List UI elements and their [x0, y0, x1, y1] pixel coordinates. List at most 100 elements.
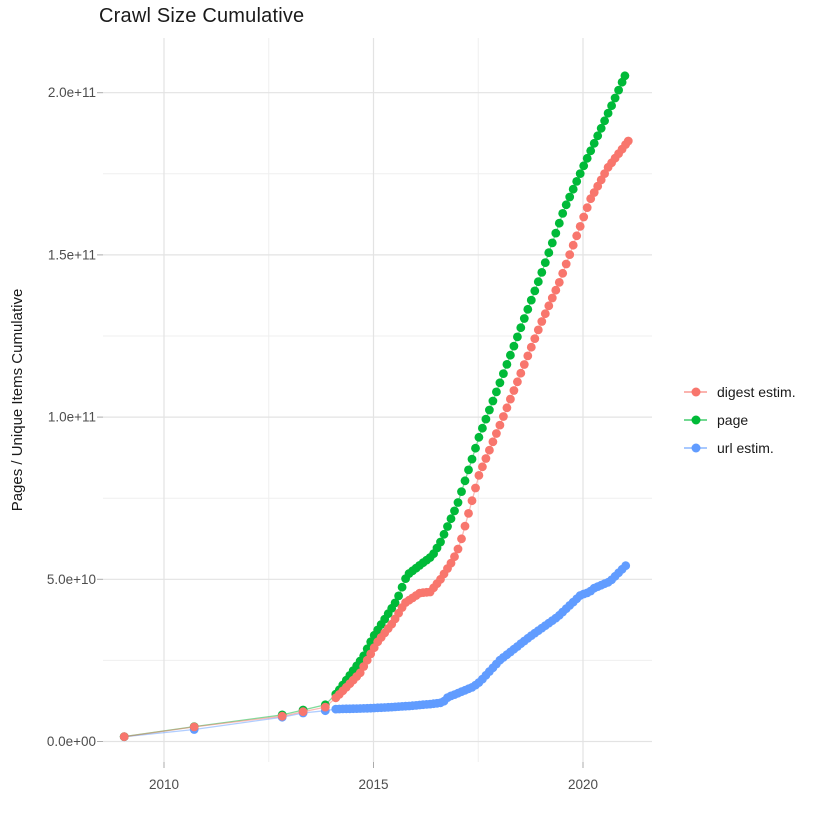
data-point — [467, 496, 477, 506]
data-point — [558, 268, 568, 278]
legend-key — [684, 386, 707, 398]
data-point — [607, 101, 616, 111]
data-point — [572, 231, 582, 241]
data-point — [471, 483, 480, 493]
data-point — [519, 314, 529, 323]
data-point — [519, 360, 529, 369]
data-point — [596, 123, 606, 133]
data-point — [565, 192, 575, 202]
data-point — [593, 131, 603, 141]
data-point — [589, 138, 599, 148]
series-url-estim — [119, 561, 631, 742]
data-point — [516, 368, 526, 378]
data-point — [565, 250, 575, 259]
axis-ticks — [97, 92, 584, 768]
data-point — [464, 465, 473, 475]
data-point — [582, 203, 592, 213]
data-point — [540, 258, 550, 267]
data-point — [551, 228, 561, 238]
x-axis-labels: 2010 2015 2020 — [149, 777, 598, 792]
data-point — [467, 454, 477, 464]
data-point — [600, 116, 609, 126]
data-point — [537, 268, 547, 277]
data-point — [620, 71, 630, 81]
legend-entry-digest: digest estim. — [684, 378, 796, 406]
gridlines-minor — [103, 38, 652, 762]
data-point — [453, 498, 463, 507]
data-point — [450, 552, 459, 562]
data-point — [614, 85, 623, 95]
data-point — [390, 598, 400, 608]
data-point — [621, 561, 631, 571]
data-point — [533, 325, 543, 335]
data-point — [499, 412, 508, 421]
data-point — [513, 332, 522, 342]
data-point — [478, 462, 487, 472]
data-point — [537, 317, 547, 326]
data-point — [579, 161, 589, 171]
data-point — [502, 360, 512, 369]
data-point — [603, 108, 613, 118]
data-point — [568, 184, 578, 194]
data-point — [509, 386, 519, 395]
series-digest-estim — [119, 136, 633, 742]
data-point — [446, 514, 456, 524]
data-point — [457, 487, 466, 496]
data-point — [554, 218, 564, 228]
chart-title: Crawl Size Cumulative — [99, 5, 305, 27]
data-point — [495, 420, 505, 430]
legend-key-dot-icon — [691, 415, 700, 425]
data-point — [453, 544, 463, 554]
legend: digest estim. page url estim. — [684, 378, 796, 462]
data-point — [443, 522, 452, 531]
x-tick-label: 2010 — [149, 777, 179, 792]
legend-label: page — [717, 412, 749, 428]
data-point — [572, 177, 582, 186]
data-point — [575, 169, 585, 179]
data-point — [488, 437, 498, 447]
data-point — [485, 405, 494, 415]
y-tick-label: 2.0e+11 — [48, 85, 96, 100]
data-point — [523, 351, 533, 361]
data-point — [450, 506, 459, 516]
data-point — [506, 350, 515, 360]
data-point — [575, 222, 585, 231]
data-point — [561, 200, 571, 210]
legend-key — [684, 442, 707, 454]
data-point — [471, 443, 480, 453]
data-point — [561, 259, 571, 269]
legend-entry-url: url estim. — [684, 434, 796, 462]
data-point — [119, 732, 129, 742]
y-tick-label: 1.5e+11 — [48, 247, 96, 262]
data-point — [582, 153, 592, 163]
data-point — [526, 342, 536, 352]
y-tick-label: 5.0e+10 — [47, 572, 96, 587]
y-axis-labels: 0.0e+00 5.0e+10 1.0e+11 1.5e+11 2.0e+11 — [47, 85, 96, 749]
data-point — [394, 591, 403, 601]
data-point — [502, 403, 512, 413]
data-point — [540, 309, 550, 319]
legend-key-dot-icon — [691, 387, 700, 397]
data-point — [492, 429, 501, 438]
y-tick-label: 0.0e+00 — [47, 734, 96, 749]
data-point — [481, 414, 491, 424]
data-point — [277, 711, 287, 721]
data-point — [533, 277, 543, 287]
data-point — [530, 286, 540, 296]
data-point — [298, 707, 308, 717]
gridlines-major — [103, 38, 652, 762]
data-point — [554, 278, 564, 287]
data-point — [523, 304, 533, 314]
x-tick-label: 2020 — [568, 777, 598, 792]
data-point — [492, 387, 501, 397]
data-point — [320, 702, 330, 712]
legend-key — [684, 414, 707, 426]
data-point — [623, 136, 633, 146]
data-point — [478, 423, 487, 433]
data-point — [495, 378, 505, 388]
legend-key-dot-icon — [691, 443, 700, 453]
data-point — [530, 334, 540, 343]
legend-label: url estim. — [717, 440, 774, 456]
legend-label: digest estim. — [717, 384, 796, 400]
